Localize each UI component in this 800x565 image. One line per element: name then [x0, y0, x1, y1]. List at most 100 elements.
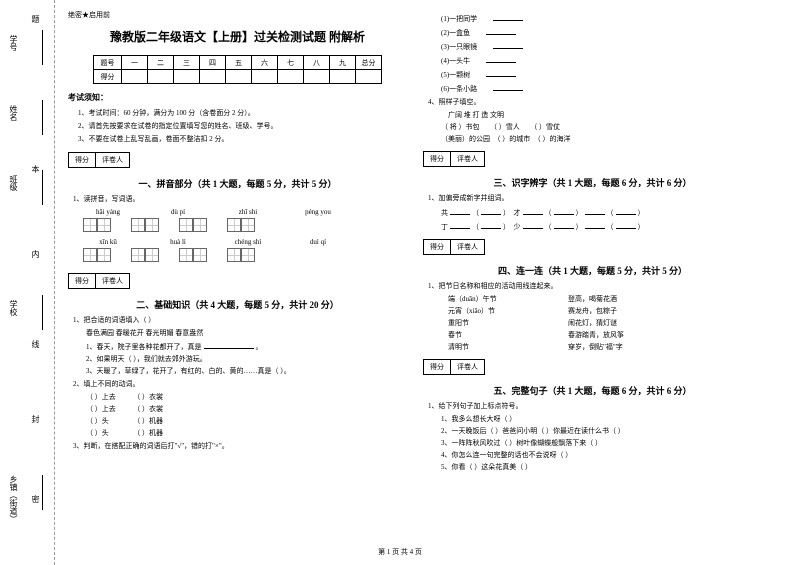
- section-title: 二、基础知识（共 4 大题，每题 5 分，共计 20 分）: [68, 298, 407, 311]
- header-cell: 九: [330, 56, 356, 70]
- sub-question: 1、我多么想长大呀（ ）: [441, 414, 762, 424]
- secret-label: 绝密★启用前: [68, 10, 407, 20]
- header-cell: 七: [278, 56, 304, 70]
- margin-label: 学号: [8, 35, 19, 51]
- score-box: 得分 评卷人: [423, 359, 485, 375]
- inner-label: 本: [30, 165, 41, 173]
- link-row: 清明节穿岁，倒贴"福"字: [448, 342, 762, 352]
- section-title: 三、识字辨字（共 1 大题，每题 6 分，共计 6 分）: [423, 176, 762, 189]
- section-title: 四、连一连（共 1 大题，每题 5 分，共计 5 分）: [423, 264, 762, 277]
- grader-label: 评卷人: [96, 153, 129, 167]
- inner-label: 内: [30, 250, 41, 258]
- sub-question: 广阔 堆 打 造 文明: [448, 110, 762, 120]
- sub-question: (5)一颗树: [441, 68, 762, 80]
- header-cell: 四: [200, 56, 226, 70]
- note-item: 2、请首先按要求在试卷的指定位置填写您的姓名、班级、学号。: [78, 121, 407, 131]
- sub-question: （ ）头 （ ）机器: [86, 428, 407, 438]
- note-item: 3、不要在试卷上乱写乱画，卷面不整洁扣 2 分。: [78, 134, 407, 144]
- grader-label: 评卷人: [96, 274, 129, 288]
- sub-question: 4、你怎么连一句完整的话也不会说呀（ ）: [441, 450, 762, 460]
- sub-question: 3、一阵阵秋风吹过（ ）树叶像蝴蝶般飘落下来（ ）: [441, 438, 762, 448]
- score-label: 得分: [69, 274, 96, 288]
- binding-margin: 学号 姓名 班级 学校 乡镇（街道） 题 本 内 线 封 密: [0, 0, 55, 565]
- right-column: (1)一把同学 (2)一盒鱼 (3)一只眼镜 (4)一头牛 (5)一颗树 (6)…: [415, 10, 770, 520]
- link-row: 元宵（xiāo）节赛龙舟，包粽子: [448, 306, 762, 316]
- table-row: 得分: [94, 70, 382, 84]
- question: 1、读拼音，写词语。: [73, 194, 407, 204]
- inner-label: 密: [30, 495, 41, 503]
- header-cell: 六: [252, 56, 278, 70]
- sub-question: (1)一把同学: [441, 12, 762, 24]
- page-content: 绝密★启用前 豫教版二年级语文【上册】过关检测试题 附解析 题号 一 二 三 四…: [0, 0, 800, 540]
- score-box: 得分 评卷人: [423, 239, 485, 255]
- pinyin-row: xīn kǔ huà lì chéng shì duì qí: [83, 238, 407, 246]
- inner-label: 封: [30, 415, 41, 423]
- question: 3、判断，在搭配正确的词语后打"√"，错的打"×"。: [73, 441, 407, 451]
- pinyin: xīn kǔ: [83, 238, 133, 246]
- question: 1、加偏旁成新字并组词。: [428, 193, 762, 203]
- score-box: 得分 评卷人: [68, 273, 130, 289]
- question: 4、照样子填空。: [428, 97, 762, 107]
- row-label: 得分: [94, 70, 122, 84]
- left-column: 绝密★启用前 豫教版二年级语文【上册】过关检测试题 附解析 题号 一 二 三 四…: [60, 10, 415, 520]
- score-label: 得分: [69, 153, 96, 167]
- table-row: 题号 一 二 三 四 五 六 七 八 九 总分: [94, 56, 382, 70]
- sub-question: 3、天暖了，草绿了，花开了，有红的、白的、黄的……真是（ ）。: [86, 366, 407, 376]
- char-grid-row: [83, 248, 407, 262]
- sub-question: （美丽）的公园 （ ）的城市 （ ）的海洋: [441, 134, 762, 144]
- score-label: 得分: [424, 240, 451, 254]
- sub-question: （ ）上去 （ ）衣裳: [86, 392, 407, 402]
- header-cell: 八: [304, 56, 330, 70]
- pinyin: chéng shì: [223, 238, 273, 246]
- exam-title: 豫教版二年级语文【上册】过关检测试题 附解析: [68, 28, 407, 45]
- header-cell: 五: [226, 56, 252, 70]
- sub-question: 2、如果明天（ ），我们就去郊外游玩。: [86, 354, 407, 364]
- pinyin: zhī shi: [223, 208, 273, 216]
- question: 1、把合适的词语填入（ ）: [73, 315, 407, 325]
- section-title: 一、拼音部分（共 1 大题，每题 5 分，共计 5 分）: [68, 177, 407, 190]
- header-cell: 总分: [356, 56, 382, 70]
- score-box: 得分 评卷人: [68, 152, 130, 168]
- link-row: 端（duān）午节登高，喝菊花酒: [448, 294, 762, 304]
- sub-question: （ 将 ）书包 （ ）雪人 （ ）雪仗: [441, 122, 762, 132]
- sub-question: (6)一条小路: [441, 82, 762, 94]
- char-grid-row: [83, 218, 407, 232]
- margin-label: 姓名: [8, 105, 19, 121]
- score-table: 题号 一 二 三 四 五 六 七 八 九 总分 得分: [93, 55, 382, 84]
- grader-label: 评卷人: [451, 240, 484, 254]
- notes-title: 考试须知：: [68, 92, 407, 103]
- margin-label: 学校: [8, 300, 19, 316]
- pinyin-row: hǎi yáng dù pí zhī shi péng you: [83, 208, 407, 216]
- score-box: 得分 评卷人: [423, 151, 485, 167]
- sub-question: (3)一只眼镜: [441, 40, 762, 52]
- pinyin: hǎi yáng: [83, 208, 133, 216]
- pinyin: dù pí: [153, 208, 203, 216]
- sub-question: 共（） 才（）（）: [441, 206, 762, 218]
- sub-question: 2、一天晚饭后（ ）爸爸问小明（ ）你最近在读什么书（ ）: [441, 426, 762, 436]
- score-label: 得分: [424, 360, 451, 374]
- link-row: 重阳节闹花灯，猜灯谜: [448, 318, 762, 328]
- question: 2、填上不同的动词。: [73, 379, 407, 389]
- header-cell: 题号: [94, 56, 122, 70]
- margin-label: 乡镇（街道）: [8, 475, 19, 523]
- pinyin: huà lì: [153, 238, 203, 246]
- header-cell: 二: [148, 56, 174, 70]
- grader-label: 评卷人: [451, 360, 484, 374]
- question: 1、把节日名称和相应的活动用线连起来。: [428, 281, 762, 291]
- question: 1、给下列句子加上标点符号。: [428, 401, 762, 411]
- section-title: 五、完整句子（共 1 大题，每题 6 分，共计 6 分）: [423, 384, 762, 397]
- header-cell: 三: [174, 56, 200, 70]
- sub-question: (2)一盒鱼: [441, 26, 762, 38]
- sub-question: 1、春天，院子里各种花都开了，真是。: [86, 340, 407, 352]
- sub-question: 春色满园 春暖花开 春光明媚 春意盎然: [86, 328, 407, 338]
- grader-label: 评卷人: [451, 152, 484, 166]
- sub-question: （ ）上去 （ ）衣裳: [86, 404, 407, 414]
- link-row: 春节春游踏青，放风筝: [448, 330, 762, 340]
- score-label: 得分: [424, 152, 451, 166]
- page-footer: 第 1 页 共 4 页: [0, 547, 800, 557]
- note-item: 1、考试时间：60 分钟，满分为 100 分（含卷面分 2 分）。: [78, 108, 407, 118]
- sub-question: （ ）头 （ ）机器: [86, 416, 407, 426]
- inner-label: 线: [30, 340, 41, 348]
- inner-label: 题: [30, 15, 41, 23]
- sub-question: (4)一头牛: [441, 54, 762, 66]
